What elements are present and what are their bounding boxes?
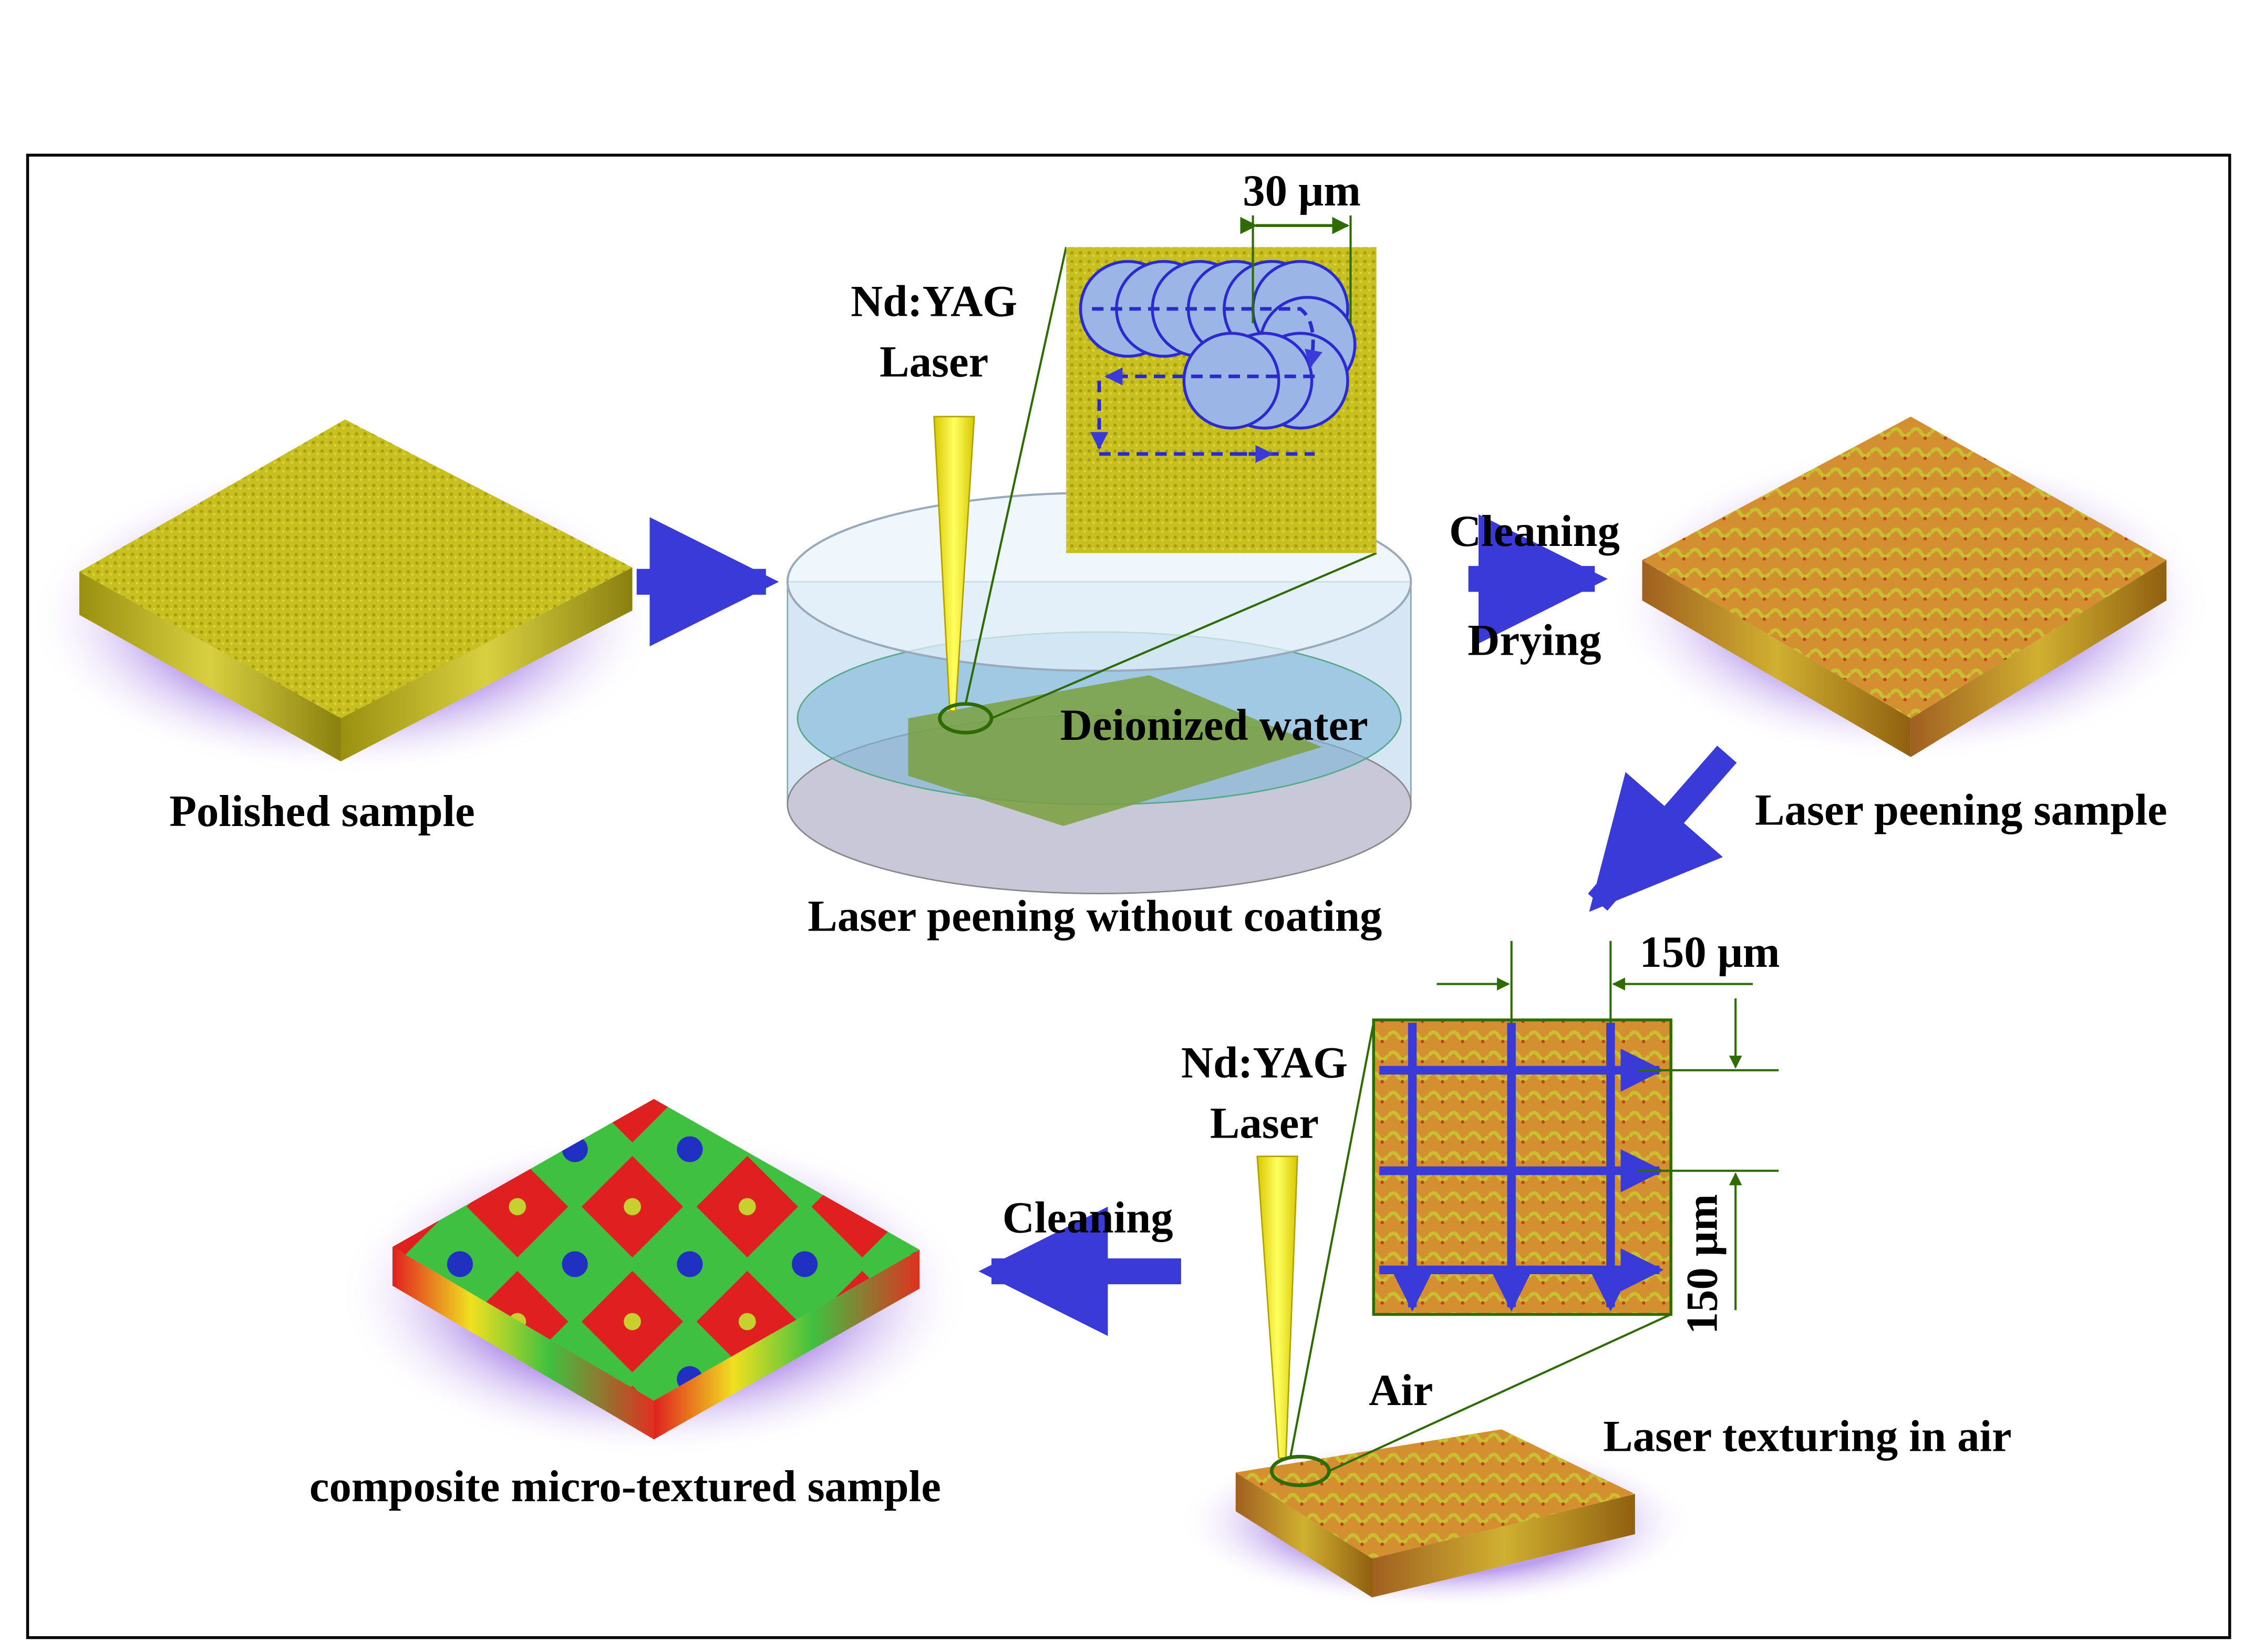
zoom-line [1328,1313,1672,1472]
cleaning-label-2: Cleaning [1003,1193,1173,1243]
zoom-line [1289,1023,1375,1459]
zoom-line [991,552,1377,719]
air-label: Air [1369,1366,1433,1415]
laser1-label-line1: Nd:YAG [851,276,1017,326]
composite-micro-textured-sample [338,1099,970,1458]
grid-dimension-vertical-label: 150 μm [1678,1194,1727,1334]
polished-sample [29,419,662,776]
laser2-label-line1: Nd:YAG [1181,1038,1348,1087]
deionized-water-label: Deionized water [1060,700,1368,750]
laser1-label-line2: Laser [880,337,988,386]
arrow-diagonal [1588,746,1737,912]
drying-label: Drying [1467,616,1601,665]
cleaning-label-1: Cleaning [1449,507,1620,556]
laser-texturing-label: Laser texturing in air [1603,1411,2012,1461]
laser-peening-without-coating-label: Laser peening without coating [808,892,1382,941]
polished-sample-label: Polished sample [169,787,475,836]
zoom-line [964,246,1068,705]
laser-peening-sample-label: Laser peening sample [1755,785,2167,834]
overlap-inset [1066,215,1377,553]
grid-dimension-horizontal-label: 150 μm [1639,927,1780,977]
laser-beam-1 [933,416,975,712]
textured-sample-in-air [1178,1429,1696,1609]
laser2-label-line2: Laser [1210,1098,1319,1148]
laser-beam-2 [1256,1155,1298,1459]
laser-peening-sample [1609,416,2213,761]
frame-border [26,153,2231,1639]
spot-dimension-label: 30 μm [1243,166,1361,215]
composite-sample-label: composite micro-textured sample [309,1462,941,1511]
texturing-inset [1372,941,1779,1316]
